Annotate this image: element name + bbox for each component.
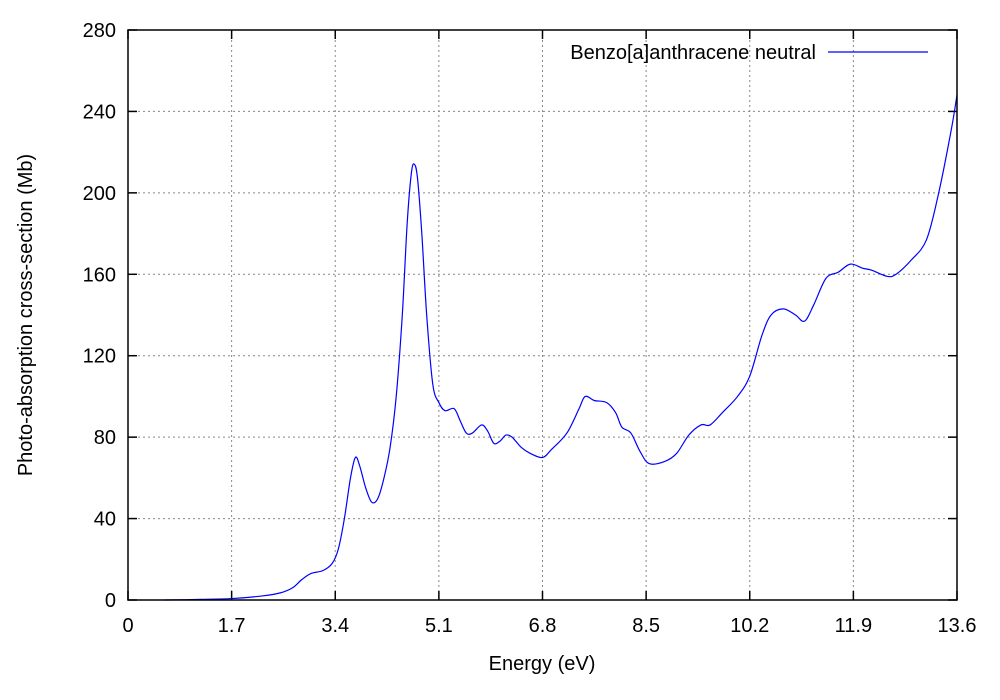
legend: Benzo[a]anthracene neutral: [570, 42, 928, 64]
y-tick-label: 280: [83, 20, 116, 42]
x-tick-label: 3.4: [321, 615, 349, 637]
series-line: [164, 95, 958, 601]
y-tick-label: 40: [94, 509, 116, 531]
x-axis-title: Energy (eV): [489, 653, 596, 675]
y-tick-label: 0: [105, 590, 116, 612]
y-tick-label: 120: [83, 346, 116, 368]
y-tick-label: 80: [94, 427, 116, 449]
x-tick-labels: 0 1.7 3.4 5.1 6.8 8.5 10.2 11.9 13.6: [122, 615, 976, 637]
plot-frame: [127, 29, 958, 601]
gridlines: [128, 30, 957, 600]
x-tick-label: 1.7: [218, 615, 246, 637]
x-tick-label: 8.5: [632, 615, 660, 637]
x-tick-label: 0: [122, 615, 133, 637]
y-tick-labels: 0 40 80 120 160 200 240 280: [83, 20, 116, 612]
x-tick-label: 5.1: [425, 615, 453, 637]
y-tick-label: 200: [83, 183, 116, 205]
y-axis-title: Photo-absorption cross-section (Mb): [15, 154, 37, 476]
y-tick-label: 160: [83, 264, 116, 286]
series-layer: [164, 95, 958, 601]
legend-label: Benzo[a]anthracene neutral: [570, 42, 816, 64]
y-tick-label: 240: [83, 101, 116, 123]
x-tick-label: 13.6: [938, 615, 977, 637]
x-tick-label: 6.8: [529, 615, 557, 637]
x-tick-label: 11.9: [835, 615, 872, 637]
x-tick-label: 10.2: [730, 615, 769, 637]
